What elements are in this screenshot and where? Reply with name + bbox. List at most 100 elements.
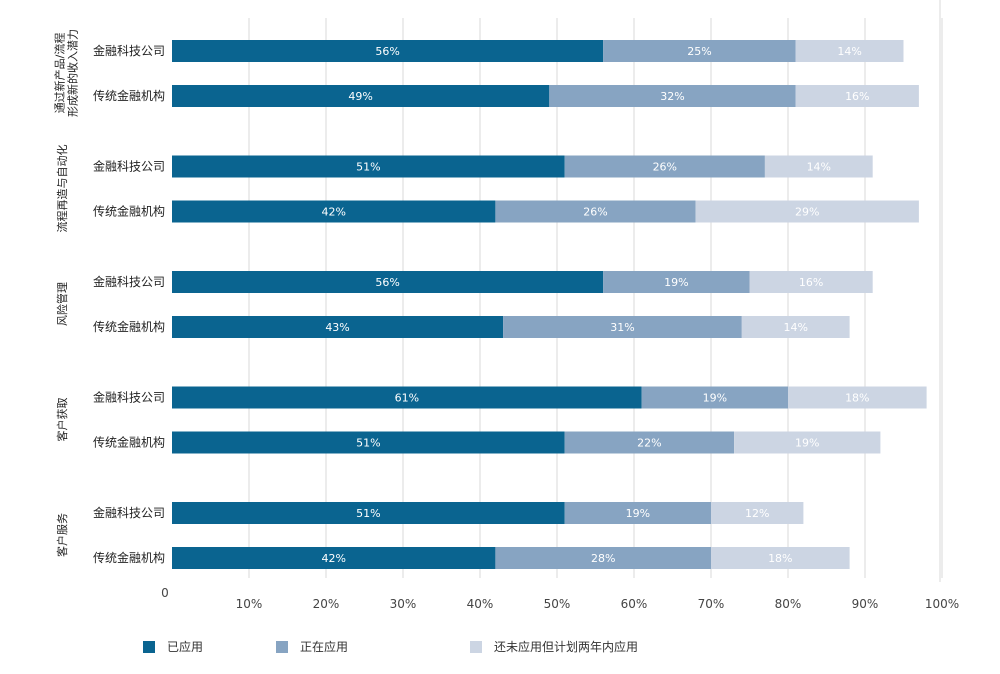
data-label: 61% (395, 392, 419, 405)
legend-swatch-in-progress (276, 640, 288, 653)
bar-segment (695, 200, 919, 223)
data-label: 19% (664, 276, 688, 289)
group-label: 通过新产品/流程形成新的收入潜力 (53, 29, 80, 117)
data-label: 51% (356, 507, 380, 520)
data-label: 16% (799, 276, 823, 289)
bar-segment (641, 386, 788, 409)
bar-segment (172, 431, 565, 454)
group-label-line: 客户获取 (55, 398, 69, 442)
data-label: 16% (845, 90, 869, 103)
bar-segment (795, 85, 919, 107)
x-tick-label: 80% (775, 597, 802, 611)
group-label-line: 客户服务 (55, 513, 69, 557)
data-label: 31% (610, 321, 634, 334)
x-tick-label: 100% (925, 597, 959, 611)
bar-segment (603, 40, 796, 62)
bar-segment (172, 547, 496, 569)
legend-label-applied: 已应用 (167, 640, 204, 654)
bar-segment (172, 155, 565, 178)
x-tick-label: 60% (621, 597, 648, 611)
bar-segment (549, 85, 796, 107)
bar-segment (495, 200, 696, 223)
group-label: 风险管理 (55, 282, 69, 326)
data-label: 51% (356, 437, 380, 450)
bar-segment (172, 316, 504, 338)
category-label: 传统金融机构 (93, 435, 165, 450)
data-label: 26% (653, 161, 677, 174)
x-tick-label: 50% (544, 597, 571, 611)
group-label: 客户服务 (55, 513, 69, 557)
bar-segment (172, 85, 550, 107)
bar-segment (503, 316, 742, 338)
category-label: 金融科技公司 (93, 43, 165, 58)
bar-segment (564, 502, 711, 524)
legend-item-in-progress: 正在应用 (276, 638, 348, 655)
x-tick-label: 10% (236, 597, 263, 611)
group-label: 流程再造与自动化 (55, 145, 69, 233)
data-label: 56% (375, 45, 399, 58)
legend-swatch-applied (143, 640, 155, 653)
bar-segment (788, 386, 927, 409)
category-label: 金融科技公司 (93, 390, 165, 405)
data-label: 22% (637, 437, 661, 450)
data-label: 56% (375, 276, 399, 289)
data-label: 32% (660, 90, 684, 103)
bar-segment (741, 316, 850, 338)
data-label: 25% (687, 45, 711, 58)
bar-segment (172, 200, 496, 223)
bar-segment (564, 431, 735, 454)
chart-legend: 已应用 正在应用 还未应用但计划两年内应用 (0, 638, 1000, 658)
legend-item-planned: 还未应用但计划两年内应用 (470, 638, 638, 655)
group-label-line: 形成新的收入潜力 (65, 29, 79, 117)
bar-segment (172, 502, 565, 524)
x-tick-label: 90% (852, 597, 879, 611)
data-label: 19% (626, 507, 650, 520)
category-label: 传统金融机构 (93, 550, 165, 565)
data-label: 26% (583, 206, 607, 219)
data-label: 29% (795, 206, 819, 219)
category-label: 金融科技公司 (93, 505, 165, 520)
bar-segment (795, 40, 904, 62)
group-label-line: 风险管理 (55, 282, 69, 326)
category-label: 金融科技公司 (93, 274, 165, 289)
legend-item-applied: 已应用 (143, 638, 203, 655)
data-label: 14% (807, 161, 831, 174)
x-tick-label: 0 (161, 586, 169, 600)
bar-segment (172, 40, 604, 62)
data-label: 43% (325, 321, 349, 334)
x-tick-label: 70% (698, 597, 725, 611)
bar-segment (172, 386, 642, 409)
x-tick-label: 30% (390, 597, 417, 611)
x-tick-label: 40% (467, 597, 494, 611)
group-label-line: 流程再造与自动化 (55, 145, 69, 233)
group-label-line: 通过新产品/流程 (53, 33, 67, 114)
category-label: 传统金融机构 (93, 88, 165, 103)
bar-segment (603, 271, 750, 293)
data-label: 49% (348, 90, 372, 103)
category-label: 传统金融机构 (93, 204, 165, 219)
legend-label-in-progress: 正在应用 (300, 640, 349, 654)
group-label: 客户获取 (55, 398, 69, 442)
data-label: 14% (837, 45, 861, 58)
data-label: 18% (768, 552, 792, 565)
bar-segment (172, 271, 604, 293)
bar-segment (495, 547, 711, 569)
data-label: 19% (795, 437, 819, 450)
bar-segment (564, 155, 765, 178)
legend-label-planned: 还未应用但计划两年内应用 (494, 640, 639, 654)
category-label: 传统金融机构 (93, 319, 165, 334)
data-label: 14% (783, 321, 807, 334)
x-tick-label: 20% (313, 597, 340, 611)
legend-swatch-planned (470, 640, 482, 653)
data-label: 42% (321, 206, 345, 219)
data-label: 42% (321, 552, 345, 565)
bar-segment (764, 155, 873, 178)
bar-segment (711, 547, 850, 569)
data-label: 19% (703, 392, 727, 405)
data-label: 18% (845, 392, 869, 405)
data-label: 28% (591, 552, 615, 565)
data-label: 51% (356, 161, 380, 174)
bar-segment (711, 502, 804, 524)
category-label: 金融科技公司 (93, 159, 165, 174)
